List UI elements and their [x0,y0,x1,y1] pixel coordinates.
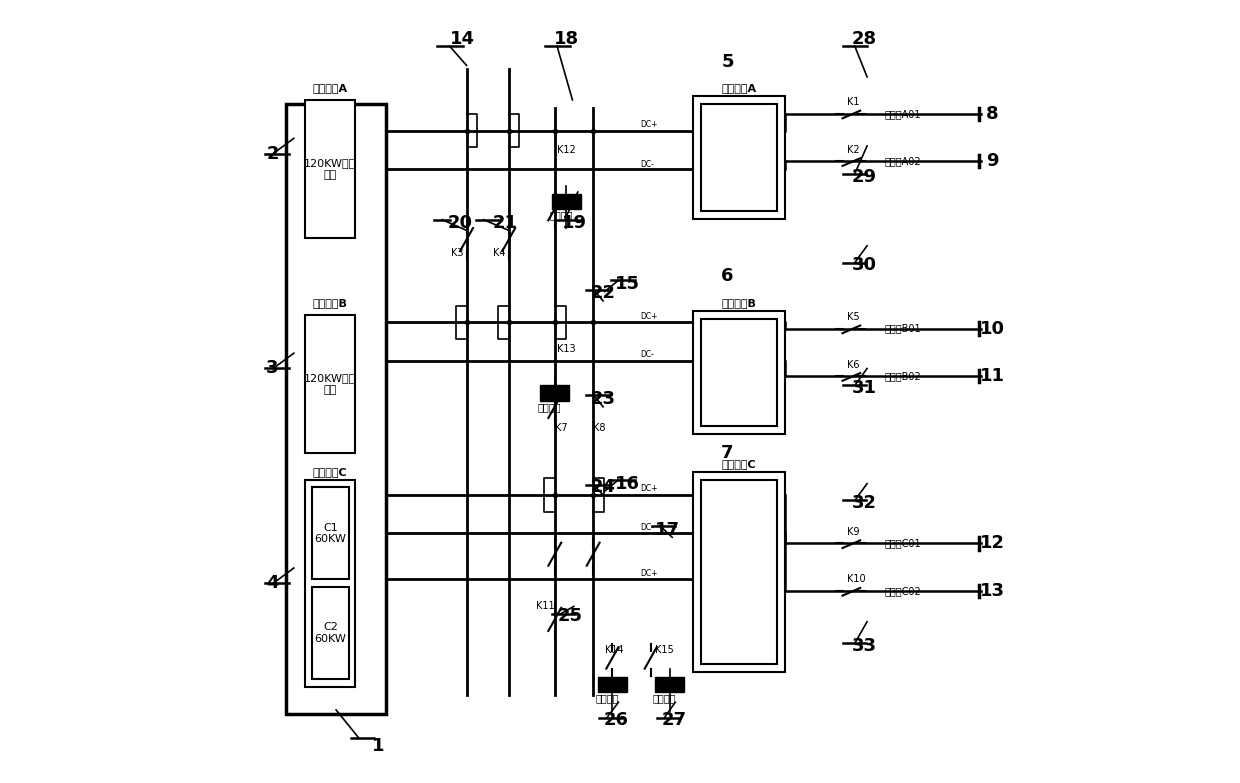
Text: 25: 25 [558,607,583,625]
Text: K3: K3 [451,248,464,258]
Text: 18: 18 [554,30,579,48]
Text: 功率模块B: 功率模块B [312,298,347,309]
Text: 充电枪C01: 充电枪C01 [884,539,921,548]
Text: 11: 11 [980,367,1004,385]
Text: 28: 28 [852,30,877,48]
Text: 3: 3 [267,359,279,377]
Text: 8: 8 [986,105,998,123]
Bar [305,100,356,238]
Bar [701,319,777,426]
Text: 33: 33 [852,637,877,655]
Text: 16: 16 [615,474,640,493]
Text: 充电枪B01: 充电枪B01 [884,323,921,334]
Text: 20: 20 [448,214,472,232]
Text: 9: 9 [986,153,998,170]
Text: DC+: DC+ [641,120,658,129]
Bar [311,587,350,679]
Text: C2
60KW: C2 60KW [315,622,346,644]
Text: 6: 6 [722,268,734,285]
Text: K10: K10 [847,575,866,584]
Text: K7: K7 [554,423,568,432]
Text: 1: 1 [372,737,384,755]
Text: 30: 30 [852,256,877,274]
Text: 2: 2 [267,145,279,163]
Text: K11: K11 [536,601,554,612]
Text: 充电终端A: 充电终端A [722,84,756,93]
Text: DC+: DC+ [641,485,658,493]
Text: 充电枪A01: 充电枪A01 [884,109,921,119]
Bar [286,103,386,714]
Text: K12: K12 [557,145,575,155]
Text: K2: K2 [847,145,859,155]
Text: 充电枪A02: 充电枪A02 [884,157,921,166]
Bar [693,96,785,219]
Text: 泄放电阻: 泄放电阻 [549,210,573,220]
Text: K8: K8 [593,423,605,432]
Text: 24: 24 [590,478,615,496]
Bar [311,487,350,579]
Text: K6: K6 [847,359,859,370]
Text: 13: 13 [980,582,1004,600]
Text: 22: 22 [590,284,615,302]
Text: 27: 27 [661,711,686,729]
Text: K13: K13 [557,345,575,354]
Text: 功率模块C: 功率模块C [312,467,347,477]
Bar [693,311,785,434]
Text: 充电枪B02: 充电枪B02 [884,371,921,381]
Text: 7: 7 [722,444,734,462]
Text: K14: K14 [605,645,624,655]
Text: 泄放电阻: 泄放电阻 [653,694,677,703]
Text: 功率模块A: 功率模块A [312,84,347,93]
Bar [541,385,569,401]
Text: 29: 29 [852,168,877,186]
Text: DC-: DC- [641,160,655,169]
Text: 充电终端C: 充电终端C [722,460,756,469]
Text: 充电枪C02: 充电枪C02 [884,586,921,596]
Text: 32: 32 [852,494,877,512]
Bar [701,104,777,211]
Text: C1
60KW: C1 60KW [315,523,346,544]
Bar [693,472,785,672]
Text: DC-: DC- [641,523,655,532]
Text: 15: 15 [615,275,640,293]
Bar [305,315,356,453]
Text: DC-: DC- [641,350,655,359]
Text: 120KW功率
模块: 120KW功率 模块 [304,158,356,180]
Bar [655,677,684,692]
Text: 17: 17 [655,521,680,539]
Text: 泄放电阻: 泄放电阻 [595,694,619,703]
Bar [701,480,777,664]
Text: 21: 21 [492,214,517,232]
Text: DC+: DC+ [641,312,658,321]
Text: 19: 19 [562,214,587,232]
Text: 12: 12 [980,535,1004,553]
Text: 31: 31 [852,379,877,397]
Text: 5: 5 [722,52,734,70]
Text: 充电终端B: 充电终端B [722,298,756,309]
Text: K4: K4 [494,248,506,258]
Text: 14: 14 [450,30,475,48]
Bar [305,480,356,687]
Bar [552,193,580,209]
Text: 23: 23 [590,390,615,408]
Text: K9: K9 [847,527,859,537]
Bar [598,677,627,692]
Text: DC+: DC+ [641,569,658,578]
Text: 10: 10 [980,319,1004,337]
Text: K15: K15 [655,645,673,655]
Text: K1: K1 [847,97,859,107]
Text: 26: 26 [604,711,629,729]
Text: 4: 4 [267,575,279,592]
Text: 泄放电阻: 泄放电阻 [538,402,562,412]
Text: K5: K5 [847,312,859,322]
Text: 120KW功率
模块: 120KW功率 模块 [304,373,356,395]
